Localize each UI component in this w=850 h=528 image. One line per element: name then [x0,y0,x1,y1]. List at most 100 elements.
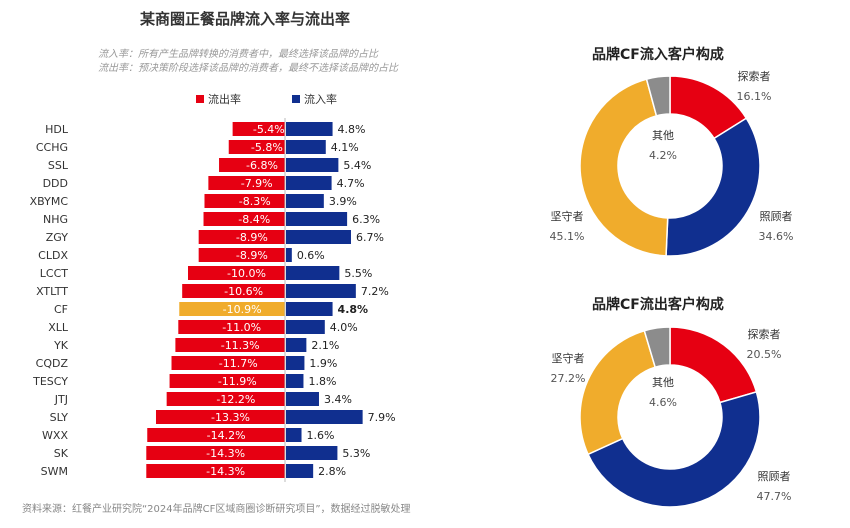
bar-outflow [146,464,285,478]
bar-label-inflow: 4.0% [330,321,358,334]
bar-label-outflow: -5.8% [251,141,283,154]
slice-value: 4.2% [649,149,677,162]
donut-slice [645,75,671,117]
slice-name: 坚守者 [552,351,585,365]
slice-name: 坚守者 [551,209,584,223]
bar-outflow [198,248,285,262]
bar-inflow [286,464,314,478]
bar-outflow [219,158,285,172]
category-label: XBYMC [30,195,69,208]
slice-name: 探索者 [738,69,771,83]
bar-label-inflow: 1.6% [307,429,335,442]
bar-label-inflow: 6.7% [356,231,384,244]
bar-label-inflow: 7.2% [361,285,389,298]
category-label: SSL [48,159,69,172]
category-label: CCHG [36,141,68,154]
slice-name: 照顾者 [758,470,791,483]
donut-slice [643,326,671,369]
slice-name: 其他 [652,376,674,389]
bar-label-inflow: 0.6% [297,249,325,262]
donut-slice [669,326,758,404]
bar-outflow [147,428,285,442]
pie-out-title: 品牌CF流出客户构成 [592,297,724,313]
note-outflow: 流出率：预决策阶段选择该品牌的消费者，最终不选择该品牌的占比 [98,63,398,74]
bar-outflow [179,302,285,316]
category-label: DDD [43,177,68,190]
bar-label-outflow: -5.4% [253,123,285,136]
bar-inflow [286,428,302,442]
bar-outflow [198,230,285,244]
bar-label-outflow: -14.3% [206,447,245,460]
category-label: WXX [42,429,68,442]
legend-inflow: 流入率 [292,91,337,107]
bar-inflow [286,320,325,334]
bar-inflow [286,446,338,460]
bar-label-inflow: 4.1% [331,141,359,154]
chart-title: 某商圈正餐品牌流入率与流出率 [140,10,351,28]
slice-value: 47.7% [757,490,792,503]
bar-label-inflow: 5.4% [343,159,371,172]
slice-value: 27.2% [551,372,586,385]
category-label: HDL [45,123,69,136]
bar-label-outflow: -8.4% [238,213,270,226]
bar-inflow [286,284,356,298]
slice-name: 照顾者 [760,210,793,223]
bar-inflow [286,338,307,352]
slice-name: 探索者 [748,327,781,341]
bar-inflow [286,158,339,172]
bar-inflow [286,176,332,190]
slice-value: 45.1% [550,230,585,243]
bar-inflow [286,374,304,388]
category-label: CQDZ [36,357,69,370]
bar-inflow [286,122,333,136]
bar-outflow [203,212,285,226]
bar-label-outflow: -14.3% [206,465,245,478]
bar-label-inflow: 1.8% [308,375,336,388]
slice-value: 20.5% [747,348,782,361]
category-label: CF [54,303,68,316]
category-label: JTJ [54,393,68,406]
bar-label-inflow: 6.3% [352,213,380,226]
category-label: ZGY [46,231,69,244]
bar-inflow [286,392,319,406]
bar-label-outflow: -8.9% [236,231,268,244]
bar-outflow [182,284,285,298]
bar-label-inflow: 1.9% [309,357,337,370]
bar-inflow [286,248,292,262]
bar-inflow [286,194,324,208]
bar-label-outflow: -11.0% [222,321,261,334]
bar-label-inflow: 4.8% [338,303,369,316]
bar-label-inflow: 5.5% [344,267,372,280]
bar-label-outflow: -10.0% [227,267,266,280]
bar-label-inflow: 2.8% [318,465,346,478]
bar-label-outflow: -7.9% [241,177,273,190]
category-label: YK [53,339,69,352]
bar-outflow [155,410,285,424]
bar-inflow [286,356,305,370]
bar-inflow [286,410,363,424]
note-inflow: 流入率：所有产生品牌转换的消费者中，最终选择该品牌的占比 [98,49,378,60]
legend-outflow: 流出率 [196,91,241,107]
pie-in-title: 品牌CF流入客户构成 [592,47,724,63]
slice-value: 34.6% [759,230,794,243]
donut-slice [665,117,761,257]
bar-outflow [204,194,285,208]
bar-label-outflow: -11.9% [218,375,257,388]
bar-label-outflow: -8.9% [236,249,268,262]
bar-label-outflow: -13.3% [211,411,250,424]
category-label: CLDX [38,249,68,262]
bar-label-outflow: -11.7% [219,357,258,370]
category-label: XLL [48,321,69,334]
slice-value: 16.1% [737,90,772,103]
donut-slice [587,390,761,508]
bar-outflow [166,392,285,406]
bar-label-outflow: -6.8% [246,159,278,172]
category-label: SK [54,447,69,460]
bar-outflow [169,374,285,388]
bar-outflow [188,266,285,280]
donut-slice [579,78,669,257]
category-label: LCCT [40,267,68,280]
category-label: SWM [41,465,68,478]
slice-name: 其他 [652,129,674,142]
